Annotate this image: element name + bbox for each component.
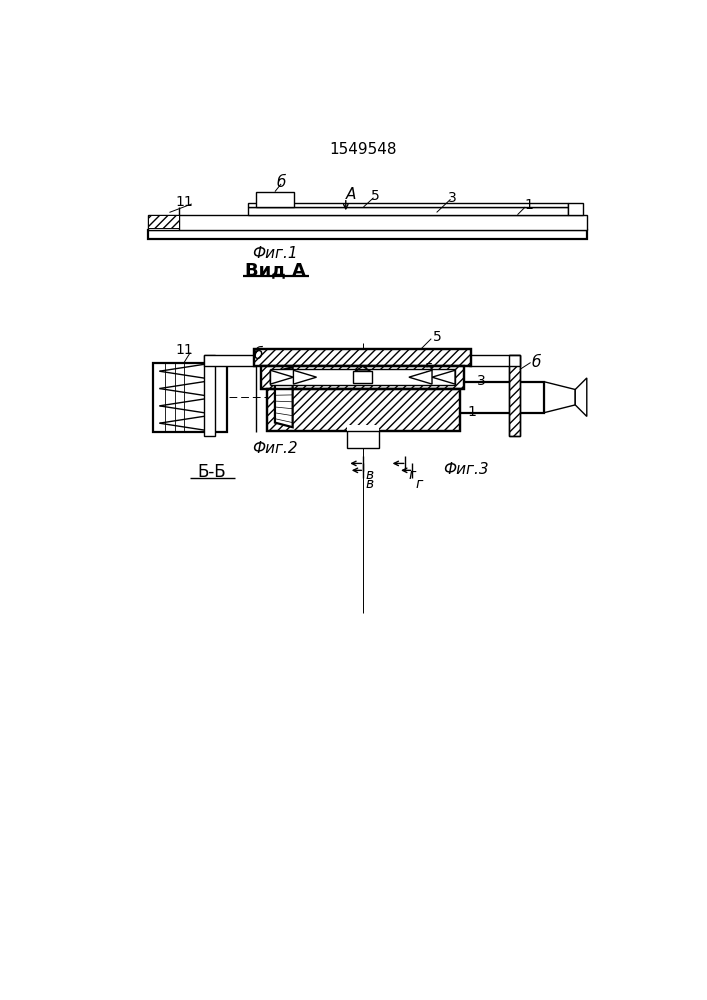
Text: г: г xyxy=(415,477,422,491)
Text: Фиг.2: Фиг.2 xyxy=(252,441,298,456)
Bar xyxy=(509,355,520,436)
Polygon shape xyxy=(275,367,293,427)
Bar xyxy=(261,366,464,389)
Polygon shape xyxy=(293,370,317,384)
Bar xyxy=(204,355,215,436)
Polygon shape xyxy=(544,382,575,413)
Text: Фиг.1: Фиг.1 xyxy=(252,246,298,261)
Text: 3: 3 xyxy=(477,374,486,388)
Text: б: б xyxy=(276,175,286,190)
Text: в: в xyxy=(366,468,374,482)
Bar xyxy=(509,355,520,436)
Bar xyxy=(254,349,471,366)
Text: б: б xyxy=(253,347,263,362)
Bar xyxy=(270,369,455,385)
Polygon shape xyxy=(270,370,293,384)
Bar xyxy=(568,203,583,215)
Bar xyxy=(204,355,256,366)
Bar xyxy=(267,389,460,431)
Text: Фиг.3: Фиг.3 xyxy=(443,462,489,477)
Bar xyxy=(254,349,471,366)
Text: 5: 5 xyxy=(370,189,380,203)
Polygon shape xyxy=(409,370,432,384)
Bar xyxy=(148,215,179,228)
Bar xyxy=(148,215,587,230)
Bar xyxy=(148,230,587,239)
Bar xyxy=(354,371,372,383)
Text: 1: 1 xyxy=(467,405,477,419)
Text: 11: 11 xyxy=(175,343,193,357)
Text: 1549548: 1549548 xyxy=(329,142,397,157)
Text: 5: 5 xyxy=(425,362,433,376)
Polygon shape xyxy=(432,370,455,384)
Bar xyxy=(469,355,520,366)
Bar xyxy=(267,389,460,431)
Text: г: г xyxy=(408,468,416,482)
Bar xyxy=(293,382,544,413)
Bar xyxy=(248,207,568,215)
Text: 11: 11 xyxy=(175,195,193,209)
Bar xyxy=(261,366,464,389)
Bar xyxy=(347,425,378,431)
Text: 3: 3 xyxy=(448,191,457,205)
Polygon shape xyxy=(355,366,370,371)
Text: Б-Б: Б-Б xyxy=(197,463,226,481)
Text: А: А xyxy=(346,187,356,202)
Bar xyxy=(248,203,568,207)
Bar xyxy=(153,363,227,432)
Text: Вид А: Вид А xyxy=(245,261,305,279)
Bar xyxy=(346,431,379,448)
Bar xyxy=(256,192,294,207)
Text: в: в xyxy=(366,477,374,491)
Text: б: б xyxy=(532,355,541,370)
Text: 1: 1 xyxy=(525,198,534,212)
Polygon shape xyxy=(575,378,587,416)
Text: 5: 5 xyxy=(433,330,442,344)
